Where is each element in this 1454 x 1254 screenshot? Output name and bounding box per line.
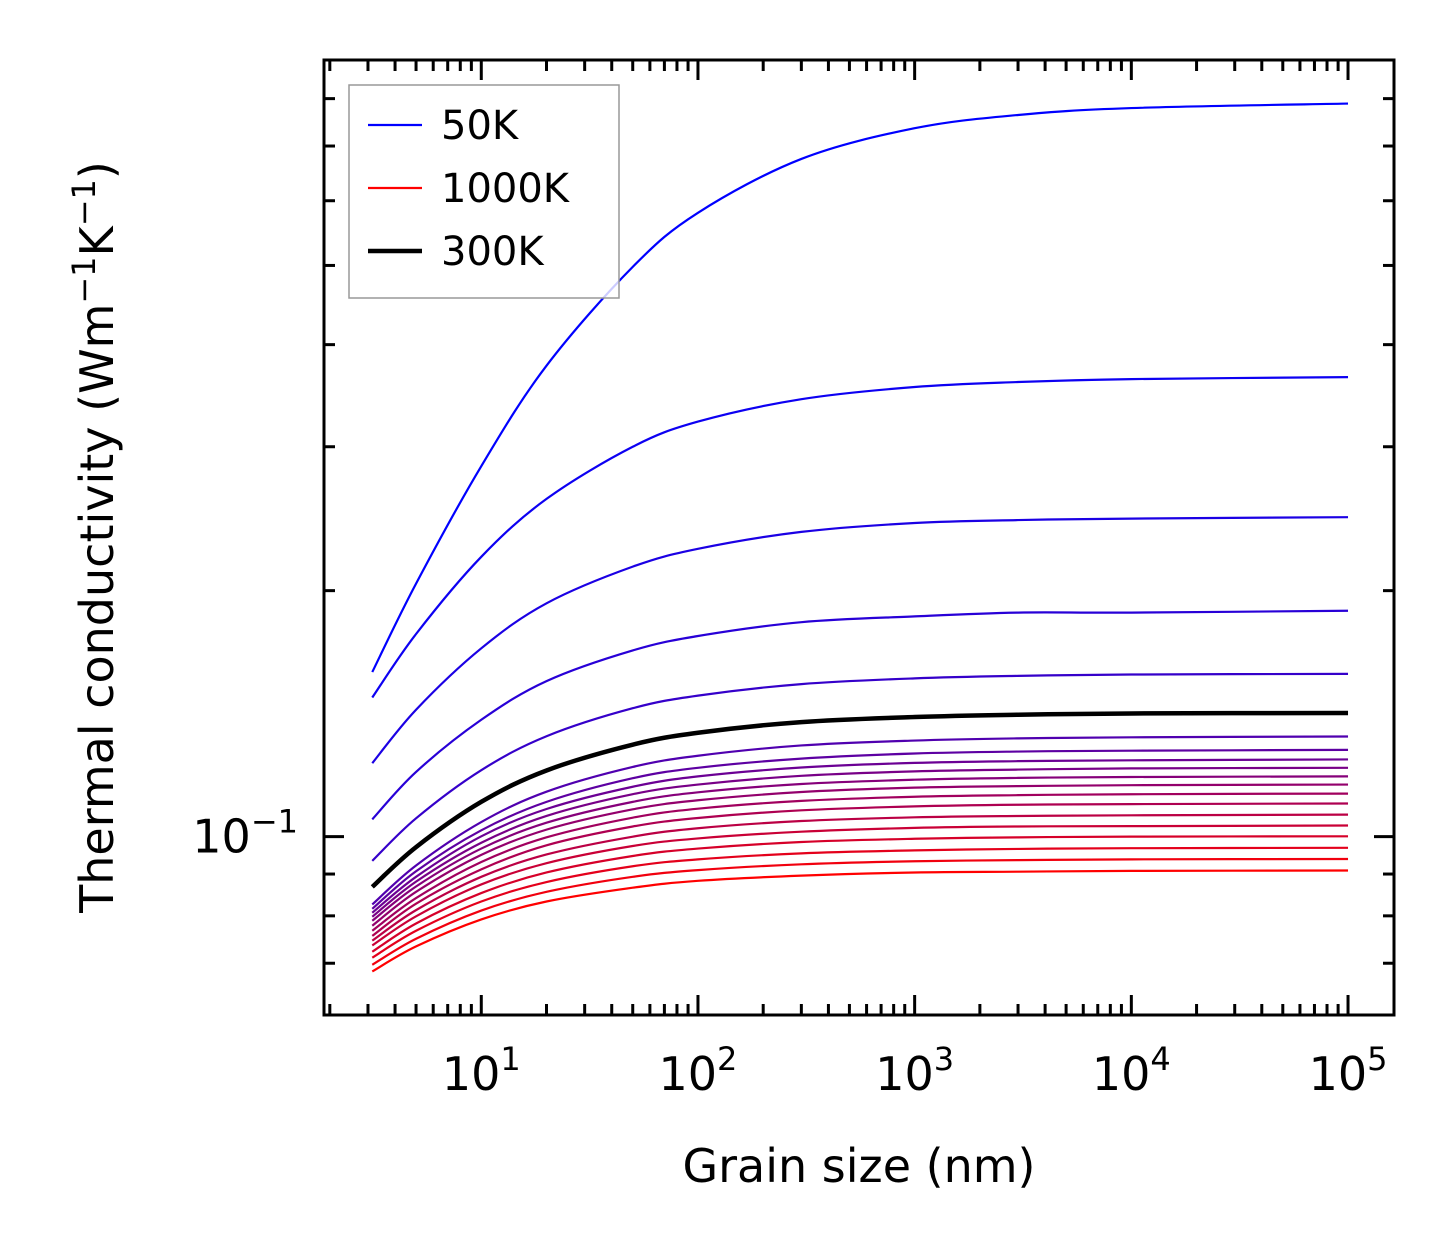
ticks-layer xyxy=(324,60,1394,1015)
series-line-350K xyxy=(371,735,1349,906)
legend-entry: 300K xyxy=(368,229,545,275)
series-line-700K xyxy=(371,802,1349,937)
x-tick-label: 102 xyxy=(659,1040,738,1101)
series-line-200K xyxy=(371,609,1349,821)
series-line-300K xyxy=(370,710,1349,889)
legend-entry: 50K xyxy=(368,103,520,149)
series-line-650K xyxy=(371,792,1349,932)
series-line-750K xyxy=(371,813,1349,942)
series-line-800K xyxy=(371,824,1349,947)
series-line-1000K xyxy=(371,869,1349,973)
series-layer xyxy=(370,102,1349,973)
series-line-50K xyxy=(371,102,1349,673)
y-tick-labels: 10−1 xyxy=(192,803,298,864)
series-line-850K xyxy=(371,835,1349,953)
series-line-950K xyxy=(371,857,1349,966)
x-tick-label: 105 xyxy=(1309,1040,1388,1101)
y-tick-label: 10−1 xyxy=(192,803,298,864)
series-line-600K xyxy=(371,783,1349,927)
legend-label: 300K xyxy=(441,229,545,275)
legend-label: 1000K xyxy=(441,166,571,212)
legend-frame xyxy=(348,84,620,299)
legend: 50K 1000K 300K xyxy=(348,84,620,299)
series-line-250K xyxy=(371,672,1349,862)
x-tick-labels: 101 102 103 104 105 xyxy=(442,1040,1388,1101)
series-line-100K xyxy=(371,376,1349,699)
x-axis-title: Grain size (nm) xyxy=(683,1139,1036,1193)
series-line-150K xyxy=(371,516,1349,764)
series-line-450K xyxy=(371,758,1349,914)
series-line-550K xyxy=(371,775,1349,922)
series-line-400K xyxy=(371,748,1349,910)
legend-entry: 1000K xyxy=(368,166,571,212)
y-axis-title: Thermal conductivity (Wm−1K−1) xyxy=(65,161,124,914)
legend-label: 50K xyxy=(441,103,520,149)
x-tick-label: 103 xyxy=(875,1040,954,1101)
x-tick-label: 101 xyxy=(442,1040,521,1101)
plot-frame xyxy=(322,58,1396,1017)
series-line-900K xyxy=(371,846,1349,959)
series-line-500K xyxy=(371,766,1349,918)
x-tick-label: 104 xyxy=(1092,1040,1171,1101)
